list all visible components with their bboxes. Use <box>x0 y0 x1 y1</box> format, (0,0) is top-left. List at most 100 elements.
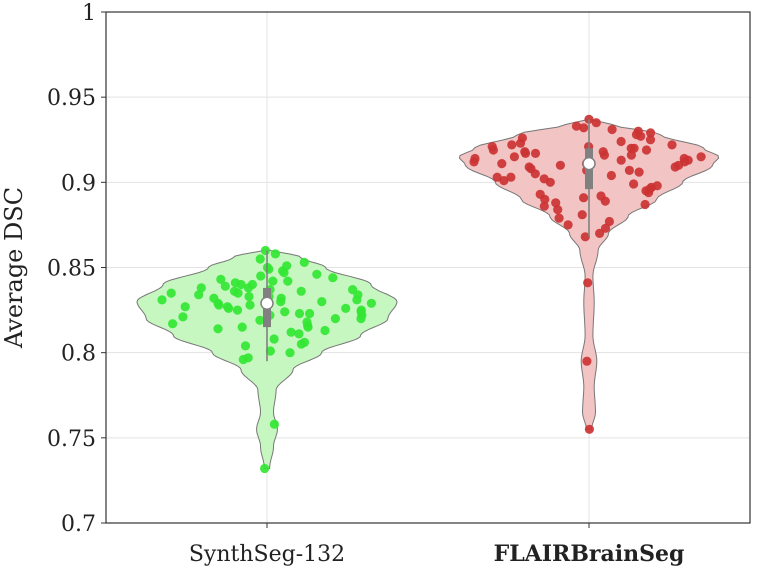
data-point <box>551 198 561 208</box>
data-point <box>256 271 266 281</box>
data-point <box>268 276 278 286</box>
median-marker <box>582 156 596 171</box>
data-point <box>506 172 516 182</box>
data-point <box>497 159 507 169</box>
data-point <box>520 147 530 157</box>
data-point <box>222 302 233 312</box>
data-point <box>245 300 255 310</box>
data-point <box>507 140 517 150</box>
data-point <box>577 210 587 220</box>
data-point <box>652 181 662 191</box>
data-point <box>539 174 549 184</box>
data-point <box>168 319 178 329</box>
data-point <box>302 317 312 327</box>
data-point <box>598 147 608 157</box>
data-point <box>679 153 689 164</box>
data-point <box>283 276 293 286</box>
violin-body <box>458 118 720 430</box>
data-point <box>624 165 635 175</box>
y-tick-label: 0.85 <box>47 257 96 282</box>
y-tick-label: 0.75 <box>47 427 96 452</box>
data-point <box>554 213 564 223</box>
data-point <box>317 297 327 307</box>
data-point <box>629 179 639 189</box>
data-point <box>244 291 254 302</box>
x-tick-label: FLAIRBrainSeg <box>494 541 685 567</box>
data-point <box>492 172 502 182</box>
data-point <box>240 341 251 351</box>
box-layer <box>260 119 596 362</box>
data-point <box>640 199 650 210</box>
data-point <box>555 160 566 170</box>
data-point <box>524 162 534 172</box>
data-point <box>286 327 296 337</box>
data-point <box>584 114 594 124</box>
data-point <box>634 167 644 177</box>
data-point <box>312 269 322 279</box>
data-point <box>230 278 240 288</box>
data-point <box>255 315 265 325</box>
data-point <box>280 307 290 317</box>
tick-layer: 0.7 0.75 0.8 0.85 0.9 0.95 1 SynthSeg-132 FLAIRB… <box>47 1 684 567</box>
data-point <box>571 121 582 131</box>
data-point <box>579 123 589 133</box>
data-point <box>641 145 652 155</box>
y-tick-label: 0.8 <box>61 342 96 367</box>
data-point <box>216 274 226 284</box>
data-point <box>606 170 617 181</box>
data-point <box>299 257 309 267</box>
y-axis-title: Average DSC <box>0 187 28 349</box>
data-point <box>209 293 219 303</box>
data-point <box>583 278 593 288</box>
y-tick-label: 0.95 <box>47 86 96 111</box>
data-point <box>517 133 528 143</box>
data-point <box>470 153 480 164</box>
data-point <box>645 135 656 145</box>
data-point <box>194 290 204 300</box>
data-point <box>276 293 286 303</box>
data-point <box>320 325 330 336</box>
data-point <box>330 314 340 324</box>
data-point <box>696 152 706 162</box>
data-point <box>238 354 248 365</box>
data-point <box>294 308 305 319</box>
data-point <box>539 201 549 211</box>
data-point <box>296 286 306 296</box>
data-point <box>305 308 315 319</box>
data-point <box>582 356 592 366</box>
data-point <box>328 273 338 283</box>
data-point <box>596 191 606 201</box>
data-point <box>535 189 545 199</box>
data-point <box>629 143 639 153</box>
data-point <box>196 283 206 293</box>
data-point <box>600 223 611 233</box>
data-point <box>487 142 497 152</box>
data-point <box>591 118 601 128</box>
data-point <box>604 216 615 227</box>
data-point <box>579 193 589 203</box>
data-point <box>299 337 310 347</box>
data-point <box>646 128 656 138</box>
y-tick-label: 1 <box>82 1 96 26</box>
data-point <box>232 305 243 315</box>
data-point <box>255 254 265 264</box>
data-point <box>157 295 167 305</box>
y-tick-label: 0.7 <box>61 512 96 537</box>
x-tick-label: SynthSeg-132 <box>189 542 345 567</box>
grid-layer <box>106 11 750 524</box>
data-point <box>269 419 279 429</box>
data-point <box>294 329 304 339</box>
data-point <box>584 424 595 434</box>
data-point <box>616 155 626 165</box>
data-point <box>178 312 188 322</box>
data-point <box>265 346 275 356</box>
data-point <box>667 140 677 150</box>
median-marker <box>260 296 274 311</box>
data-point <box>213 324 223 334</box>
point-layer <box>157 114 706 474</box>
data-point <box>220 281 230 291</box>
y-tick-label: 0.9 <box>61 171 96 196</box>
data-point <box>563 220 573 230</box>
data-point <box>180 302 190 312</box>
data-point <box>237 322 247 332</box>
